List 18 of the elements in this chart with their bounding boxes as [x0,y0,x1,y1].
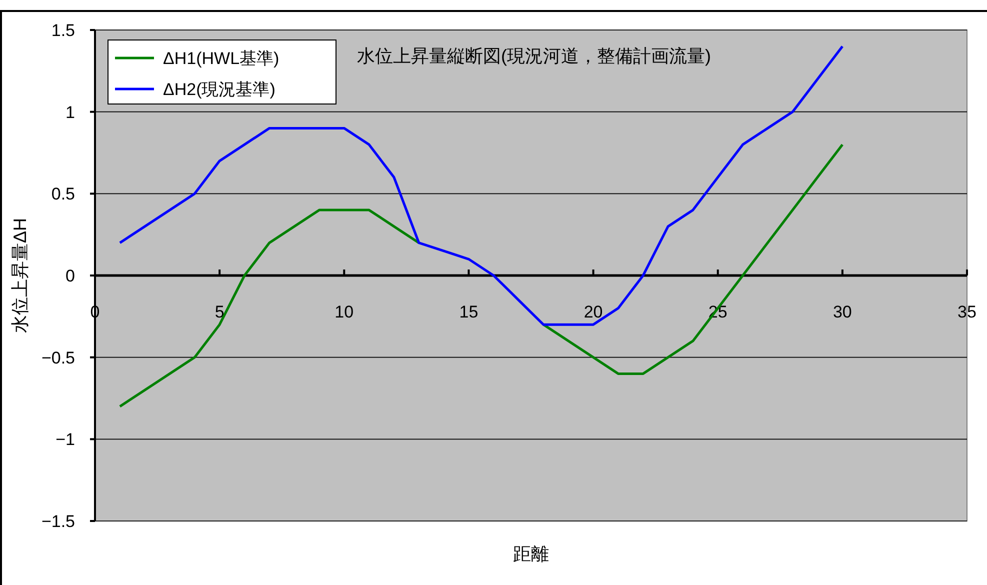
y-tick-label: −1.5 [41,512,75,531]
x-tick-label: 35 [958,302,976,322]
x-tick-label: 15 [459,302,478,322]
y-axis-title: 水位上昇量ΔH [10,218,30,334]
y-tick-label: −1 [56,430,75,450]
y-tick-label: 0 [66,266,75,286]
x-tick-label: 10 [334,302,354,322]
y-tick-label: 0.5 [51,184,75,204]
x-tick-label: 30 [832,302,852,322]
legend-label: ΔH2(現況基準) [163,80,276,99]
x-axis-title: 距離 [513,544,549,564]
y-tick-label: −0.5 [41,348,75,368]
x-tick-label: 5 [214,302,224,322]
x-tick-label: 20 [584,302,603,322]
y-tick-label: 1 [66,102,75,122]
text: 水位上昇量縦断図(現況河道，整備計画流量) [357,46,711,66]
legend-label: ΔH1(HWL基準) [163,49,280,68]
y-tick-label: 1.5 [51,21,75,40]
